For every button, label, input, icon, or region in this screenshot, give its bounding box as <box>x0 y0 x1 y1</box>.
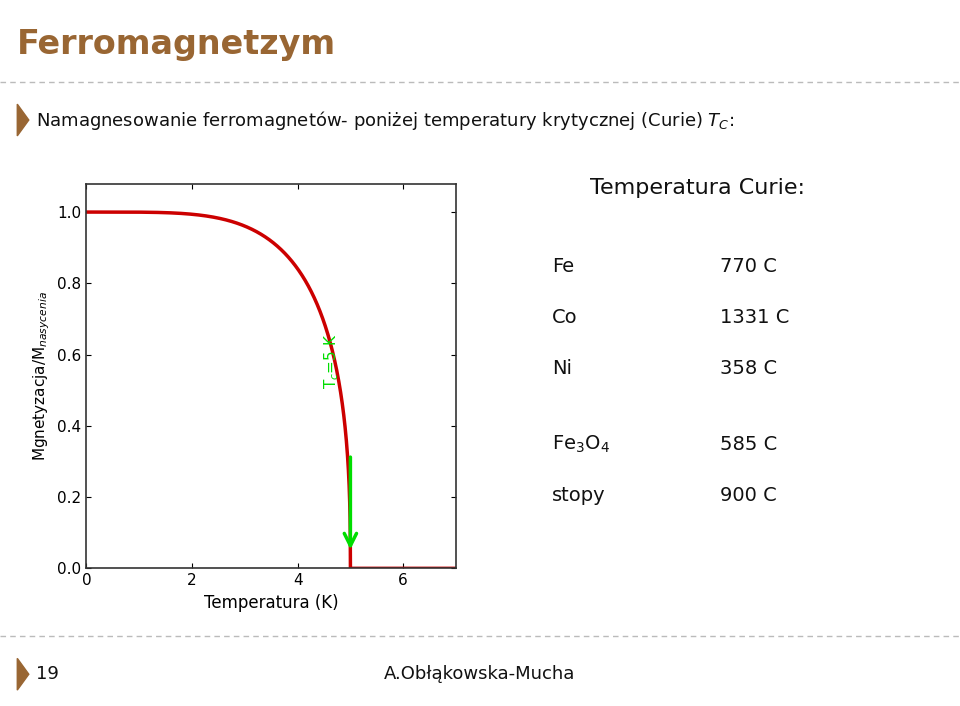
Polygon shape <box>17 104 29 136</box>
Text: Co: Co <box>552 309 578 327</box>
Text: 1331 C: 1331 C <box>720 309 789 327</box>
Text: 358 C: 358 C <box>720 359 778 378</box>
Text: stopy: stopy <box>552 486 606 505</box>
Text: T$_c$=5 K: T$_c$=5 K <box>323 334 341 390</box>
Text: Fe: Fe <box>552 258 574 276</box>
Text: Namagnesowanie ferromagnetów- poniżej temperatury krytycznej (Curie) $T_C$:: Namagnesowanie ferromagnetów- poniżej te… <box>36 109 734 131</box>
Text: 900 C: 900 C <box>720 486 777 505</box>
Text: Fe$_3$O$_4$: Fe$_3$O$_4$ <box>552 434 611 455</box>
Text: A.Obłąkowska-Mucha: A.Obłąkowska-Mucha <box>384 665 576 683</box>
Text: 19: 19 <box>36 665 60 683</box>
Polygon shape <box>17 658 29 690</box>
Y-axis label: Mgnetyzacja/M$_{nasycenia}$: Mgnetyzacja/M$_{nasycenia}$ <box>31 291 52 461</box>
Text: Temperatura Curie:: Temperatura Curie: <box>590 178 805 198</box>
X-axis label: Temperatura (K): Temperatura (K) <box>204 594 339 611</box>
Text: Ferromagnetzym: Ferromagnetzym <box>17 28 336 61</box>
Text: Ni: Ni <box>552 359 572 378</box>
Text: 770 C: 770 C <box>720 258 777 276</box>
Text: 585 C: 585 C <box>720 436 778 454</box>
